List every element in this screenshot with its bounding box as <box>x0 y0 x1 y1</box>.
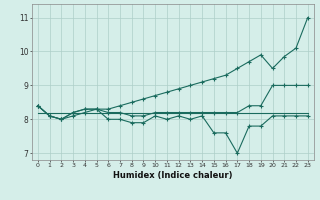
X-axis label: Humidex (Indice chaleur): Humidex (Indice chaleur) <box>113 171 233 180</box>
